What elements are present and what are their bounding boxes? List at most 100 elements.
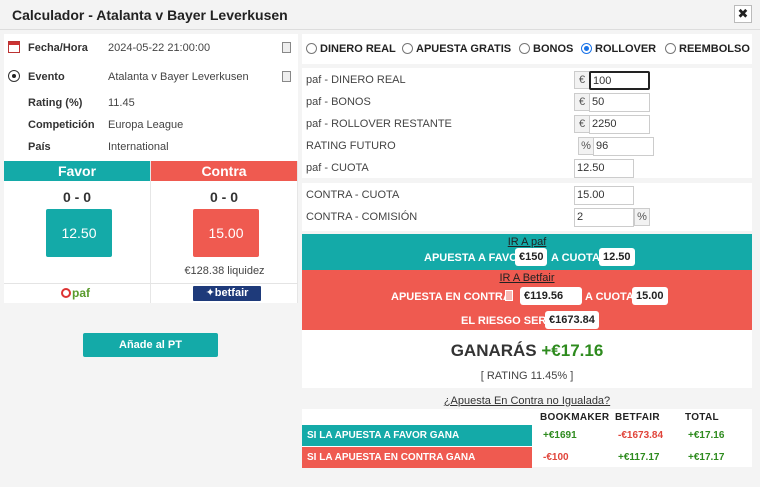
- row-label: SI LA APUESTA A FAVOR GANA: [302, 425, 532, 446]
- event-label: Evento: [28, 71, 65, 83]
- rating-row: Rating (%) 11.45: [4, 95, 298, 111]
- commission-label: CONTRA - COMISIÓN: [306, 211, 418, 223]
- mode-bonos[interactable]: BONOS: [519, 43, 573, 55]
- window-title: Calculador - Atalanta v Bayer Leverkusen: [12, 7, 288, 23]
- row-betfair: -€1673.84: [618, 430, 664, 441]
- mode-label: DINERO REAL: [320, 43, 396, 55]
- profit-label: GANARÁS: [450, 341, 537, 360]
- copy-stake-icon[interactable]: [505, 290, 513, 301]
- betfair-logo[interactable]: ✦betfair: [193, 286, 261, 301]
- soccer-ball-icon: [8, 70, 20, 82]
- paf-logo[interactable]: paf: [61, 286, 90, 300]
- favor-score: 0 - 0: [62, 189, 91, 205]
- profit-rating: [ RATING 11.45% ]: [480, 370, 574, 382]
- copy-datetime-icon[interactable]: [282, 42, 291, 53]
- calendar-icon: [8, 41, 20, 53]
- row-label: SI LA APUESTA EN CONTRA GANA: [302, 447, 532, 468]
- country-value: International: [108, 141, 169, 153]
- contra-header: Contra: [151, 161, 297, 181]
- radio-icon[interactable]: [402, 43, 413, 54]
- radio-icon[interactable]: [306, 43, 317, 54]
- event-row: Evento Atalanta v Bayer Leverkusen: [4, 69, 298, 85]
- future-rating-row: RATING FUTURO % 96: [302, 136, 752, 156]
- go-to-betfair-link[interactable]: IR A Betfair: [499, 272, 555, 284]
- profit-title: GANARÁS +€17.16: [302, 341, 752, 361]
- radio-icon[interactable]: [665, 43, 676, 54]
- bonus-input[interactable]: 50: [589, 93, 650, 112]
- lay-odds-value[interactable]: 15.00: [632, 287, 668, 305]
- lay-odds-input[interactable]: 15.00: [574, 186, 634, 205]
- betfair-logo-text: betfair: [214, 287, 249, 299]
- go-to-paf-link[interactable]: IR A paf: [507, 236, 547, 248]
- datetime-row: Fecha/Hora 2024-05-22 21:00:00: [4, 40, 298, 56]
- percent-unit: %: [634, 208, 650, 226]
- future-rating-input[interactable]: 96: [593, 137, 654, 156]
- risk-label: EL RIESGO SERÁ: [461, 315, 555, 327]
- row-bookmaker: -€100: [543, 452, 569, 463]
- table-row: SI LA APUESTA EN CONTRA GANA -€100 +€117…: [302, 447, 752, 468]
- real-money-row: paf - DINERO REAL € 100: [302, 70, 752, 90]
- odds-label: paf - CUOTA: [306, 162, 369, 174]
- mode-label: APUESTA GRATIS: [416, 43, 512, 55]
- country-label: País: [28, 141, 51, 153]
- bonus-label: paf - BONOS: [306, 96, 371, 108]
- rollover-input[interactable]: 2250: [589, 115, 650, 134]
- row-bookmaker: +€1691: [543, 430, 577, 441]
- datetime-label: Fecha/Hora: [28, 42, 88, 54]
- commission-input[interactable]: 2: [574, 208, 634, 227]
- exchange-form: CONTRA - CUOTA 15.00 CONTRA - COMISIÓN 2…: [302, 183, 752, 231]
- calculator-body: Fecha/Hora 2024-05-22 21:00:00 Evento At…: [0, 30, 760, 487]
- future-rating-label: RATING FUTURO: [306, 140, 396, 152]
- mode-rollover[interactable]: ROLLOVER: [581, 43, 656, 55]
- lay-odds-label: CONTRA - CUOTA: [306, 189, 400, 201]
- radio-selected-icon[interactable]: [581, 43, 592, 54]
- row-total: +€17.16: [688, 430, 725, 441]
- euro-unit: €: [574, 71, 590, 89]
- odds-input[interactable]: 12.50: [574, 159, 634, 178]
- bet-mode-selector: DINERO REAL APUESTA GRATIS BONOS ROLLOVE…: [302, 34, 752, 64]
- back-stake-value[interactable]: €150: [515, 248, 548, 266]
- event-info-panel: Fecha/Hora 2024-05-22 21:00:00 Evento At…: [4, 34, 298, 186]
- contra-liquidity: €128.38 liquidez: [184, 265, 265, 277]
- close-button[interactable]: ✖: [734, 5, 752, 23]
- mode-dinero-real[interactable]: DINERO REAL: [306, 43, 396, 55]
- profit-summary: GANARÁS +€17.16 [ RATING 11.45% ]: [302, 330, 752, 388]
- radio-icon[interactable]: [519, 43, 530, 54]
- favor-odds-box[interactable]: 12.50: [46, 209, 112, 257]
- row-betfair: +€117.17: [618, 452, 660, 463]
- back-odds-text: A CUOTA: [551, 252, 600, 264]
- real-money-input[interactable]: 100: [589, 71, 650, 90]
- favor-contra-panel: Favor 0 - 0 12.50 Contra 0 - 0 15.00 €12…: [4, 161, 298, 303]
- table-row: SI LA APUESTA A FAVOR GANA +€1691 -€1673…: [302, 425, 752, 446]
- row-total: +€17.17: [688, 452, 725, 463]
- mode-reembolso[interactable]: REEMBOLSO: [665, 43, 750, 55]
- contra-score: 0 - 0: [209, 189, 238, 205]
- unmatched-lay-link[interactable]: ¿Apuesta En Contra no Igualada?: [443, 395, 611, 407]
- real-money-label: paf - DINERO REAL: [306, 74, 406, 86]
- paf-logo-icon: [61, 288, 71, 298]
- euro-unit: €: [574, 115, 590, 133]
- lay-stake-value[interactable]: €119.56: [520, 287, 582, 305]
- euro-unit: €: [574, 93, 590, 111]
- country-row: País International: [4, 139, 298, 155]
- risk-value: €1673.84: [545, 311, 599, 329]
- rating-value: 11.45: [108, 97, 135, 109]
- lay-bet-text: APUESTA EN CONTRA: [391, 291, 511, 303]
- copy-event-icon[interactable]: [282, 71, 291, 82]
- event-value: Atalanta v Bayer Leverkusen: [108, 71, 249, 83]
- bookmaker-logos: paf ✦betfair: [4, 283, 298, 303]
- add-to-pt-button[interactable]: Añade al PT: [83, 333, 218, 357]
- favor-column: Favor 0 - 0 12.50: [4, 161, 151, 303]
- rating-label: Rating (%): [28, 97, 83, 109]
- contra-odds-box[interactable]: 15.00: [193, 209, 259, 257]
- mode-apuesta-gratis[interactable]: APUESTA GRATIS: [402, 43, 511, 55]
- back-odds-value[interactable]: 12.50: [599, 248, 635, 266]
- back-bet-band: IR A paf APUESTA A FAVOR €150 A CUOTA 12…: [302, 234, 752, 270]
- commission-row: CONTRA - COMISIÓN 2 %: [302, 207, 752, 227]
- col-header-total: TOTAL: [685, 412, 719, 423]
- profit-amount: +€17.16: [541, 341, 604, 360]
- competition-row: Competición Europa League: [4, 117, 298, 133]
- rollover-label: paf - ROLLOVER RESTANTE: [306, 118, 452, 130]
- mode-label: ROLLOVER: [595, 43, 657, 55]
- bookmaker-form: paf - DINERO REAL € 100 paf - BONOS € 50…: [302, 68, 752, 178]
